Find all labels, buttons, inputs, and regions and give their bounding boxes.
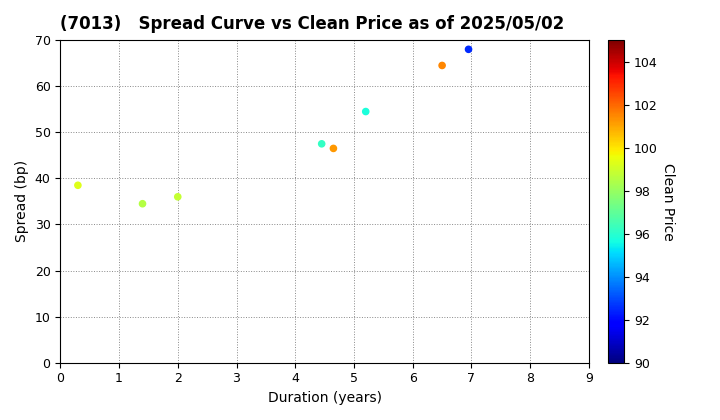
Point — [360, 108, 372, 115]
Point — [72, 182, 84, 189]
X-axis label: Duration (years): Duration (years) — [268, 391, 382, 405]
Y-axis label: Spread (bp): Spread (bp) — [15, 160, 29, 242]
Point — [328, 145, 339, 152]
Point — [436, 62, 448, 69]
Text: (7013)   Spread Curve vs Clean Price as of 2025/05/02: (7013) Spread Curve vs Clean Price as of… — [60, 15, 564, 33]
Point — [172, 194, 184, 200]
Point — [137, 200, 148, 207]
Point — [463, 46, 474, 52]
Y-axis label: Clean Price: Clean Price — [661, 163, 675, 240]
Point — [316, 140, 328, 147]
